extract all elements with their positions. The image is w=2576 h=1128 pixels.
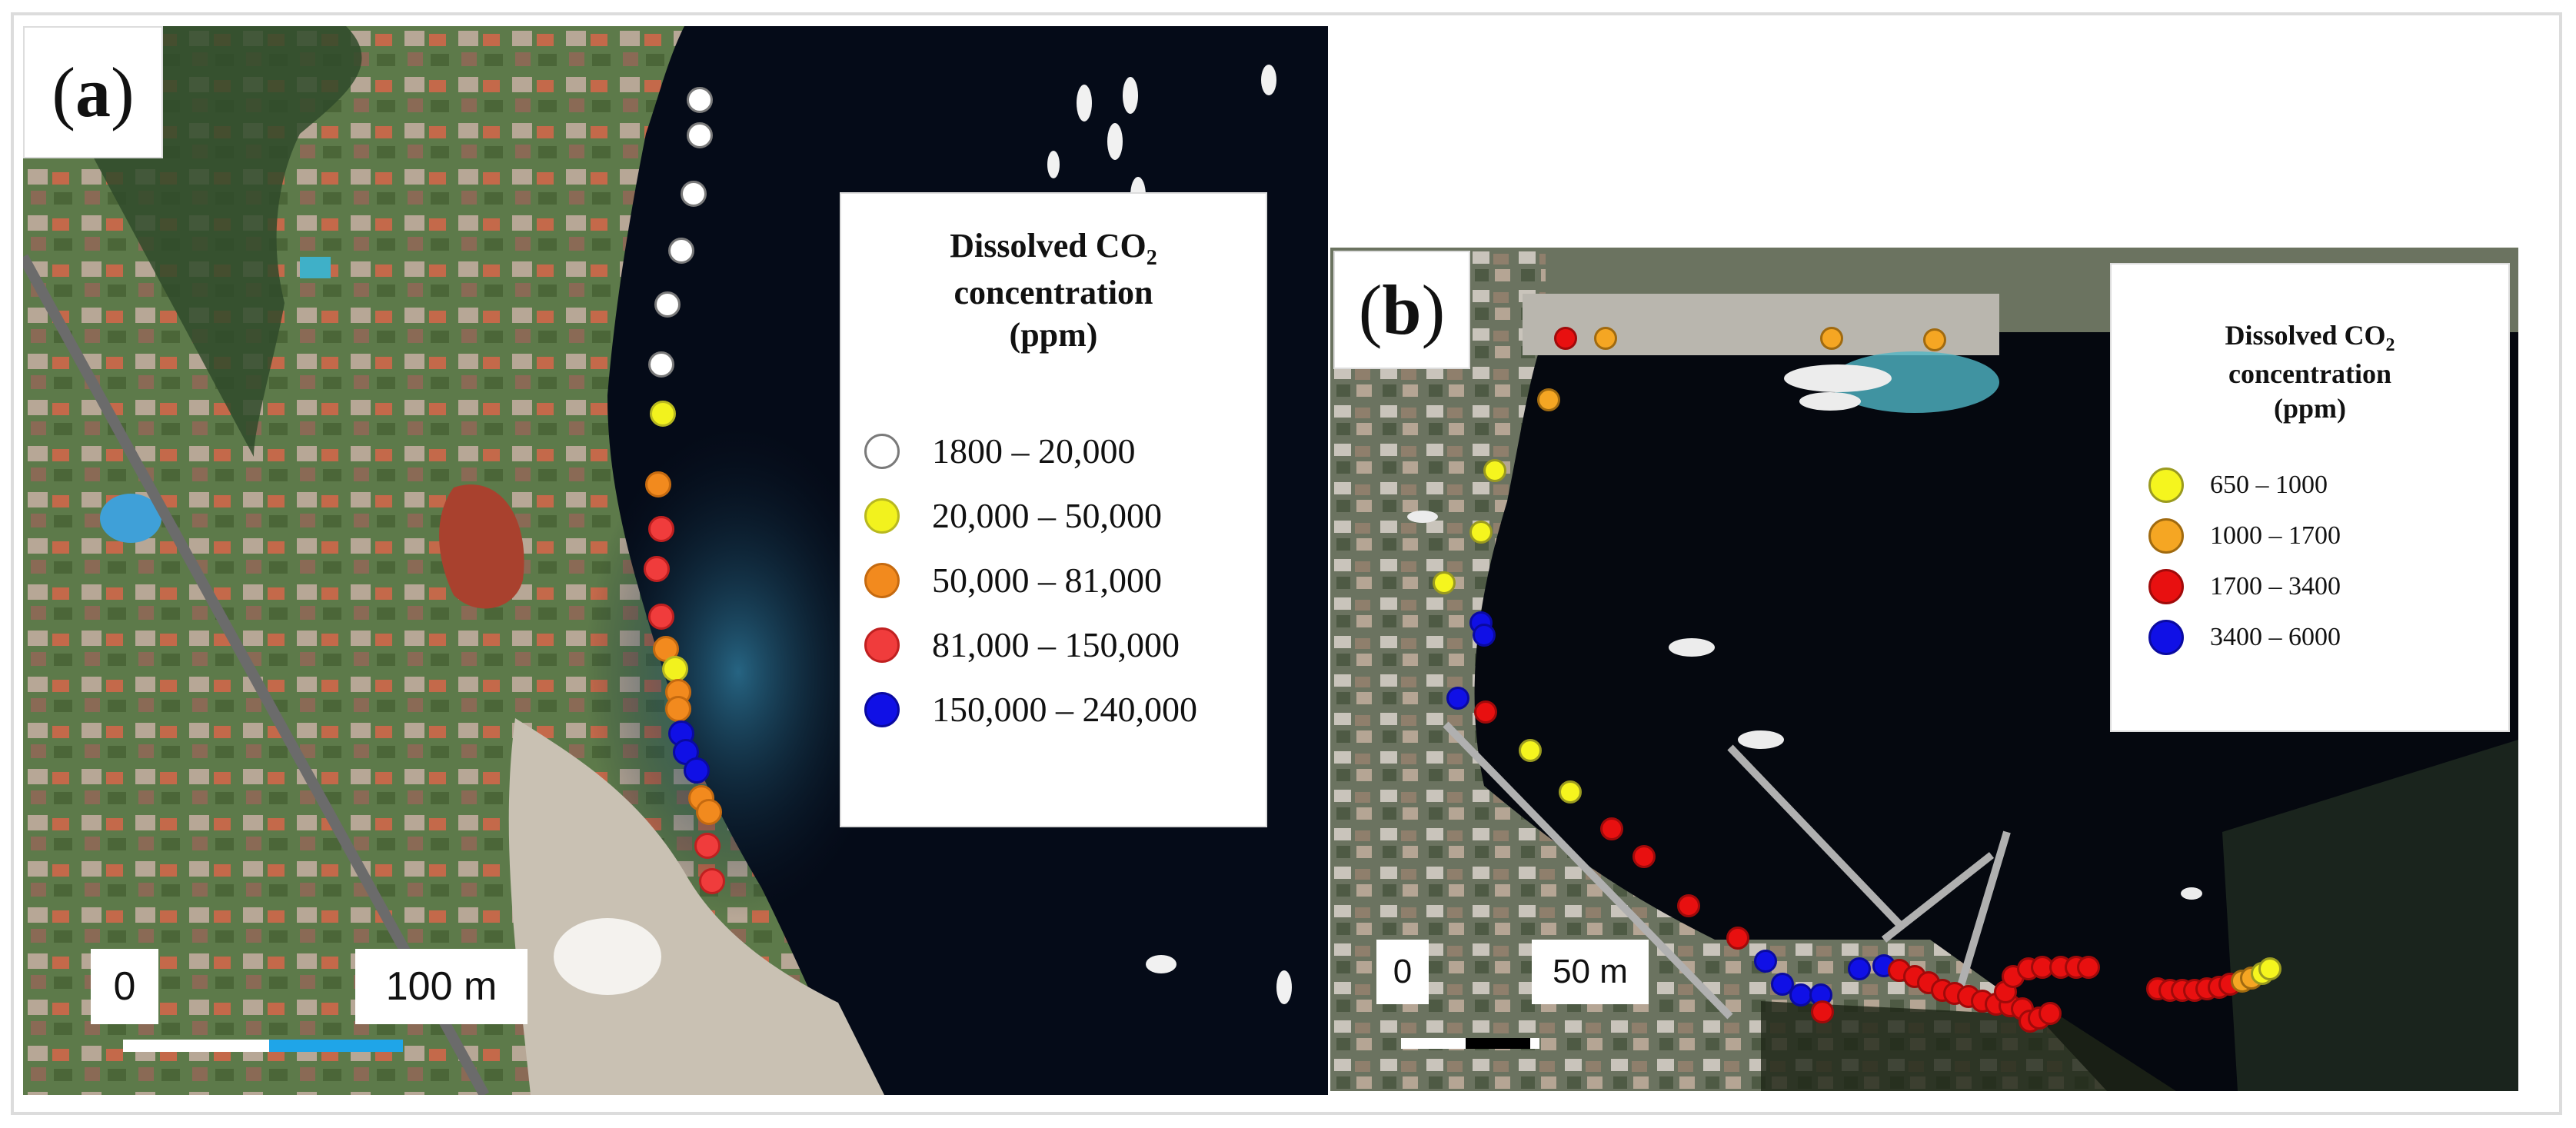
figure-frame (11, 12, 2562, 1115)
legend-a: Dissolved CO2 concentration (ppm) 1800 –… (840, 192, 1267, 827)
a-sample-point (665, 696, 691, 722)
b-sample-point (1537, 388, 1560, 411)
b-legend-item: 3400 – 6000 (2148, 620, 2341, 655)
a-sample-point (694, 833, 721, 859)
a-sample-point (648, 351, 674, 378)
b-sample-point (1446, 687, 1469, 710)
b-sample-point (1483, 459, 1506, 482)
b-sample-point (1594, 327, 1617, 350)
b-sample-point (2258, 957, 2281, 980)
b-legend-label: 3400 – 6000 (2210, 623, 2341, 651)
red-sediment (439, 484, 524, 609)
map-panel-a[interactable]: (a) Dissolved CO2 concentration (ppm) 18… (23, 26, 1328, 1095)
a-legend-item: 81,000 – 150,000 (864, 624, 1180, 665)
b-legend-swatch (2148, 620, 2184, 655)
map-panel-b[interactable]: (b) Dissolved CO2 concentration (ppm) 65… (1330, 248, 2518, 1091)
b-legend-label: 650 – 1000 (2210, 471, 2328, 499)
a-sample-point (648, 604, 674, 630)
b-sample-point (1559, 780, 1582, 804)
a-legend-item: 150,000 – 240,000 (864, 689, 1197, 730)
b-sample-point (1519, 739, 1542, 762)
a-legend-label: 81,000 – 150,000 (932, 625, 1180, 664)
b-sample-point (1923, 328, 1946, 351)
quarry (554, 918, 661, 995)
a-sample-point (687, 87, 713, 113)
co2-plume (584, 426, 892, 918)
b-legend-swatch (2148, 468, 2184, 503)
b-sample-point (1600, 817, 1623, 840)
a-legend-swatch (864, 562, 900, 598)
b-legend-label: 1700 – 3400 (2210, 572, 2341, 601)
a-legend-item: 50,000 – 81,000 (864, 560, 1162, 601)
a-sample-point (644, 556, 670, 582)
b-sample-point (1820, 327, 1843, 350)
a-sample-point (654, 291, 681, 318)
a-legend-label: 1800 – 20,000 (932, 431, 1136, 471)
b-sample-point (1469, 521, 1493, 544)
scale-bar-white-b (1401, 1038, 1466, 1049)
pool-1 (100, 494, 161, 543)
panel-label-a: (a) (23, 26, 163, 158)
scale-distance-a: 100 m (355, 949, 528, 1024)
a-sample-point (668, 238, 694, 264)
a-legend-label: 20,000 – 50,000 (932, 496, 1162, 535)
a-legend-swatch (864, 691, 900, 727)
a-legend-label: 150,000 – 240,000 (932, 690, 1197, 729)
legend-b-title: Dissolved CO2 concentration (ppm) (2225, 320, 2395, 424)
b-legend-item: 1000 – 1700 (2148, 518, 2341, 554)
legend-b: Dissolved CO2 concentration (ppm) 650 – … (2110, 263, 2510, 732)
a-sample-point (687, 122, 713, 148)
scale-bar-blue-a (269, 1040, 403, 1052)
scale-zero-a: 0 (91, 949, 158, 1024)
b-sample-point (1433, 571, 1456, 594)
scale-bar-black-b (1466, 1038, 1530, 1049)
b-sample-point (1789, 983, 1812, 1007)
a-sample-point (645, 471, 671, 497)
a-sample-point (699, 868, 725, 894)
a-legend-item: 20,000 – 50,000 (864, 495, 1162, 536)
legend-a-title: Dissolved CO2 concentration (ppm) (950, 227, 1157, 354)
a-sample-point (653, 636, 679, 662)
scale-zero-b: 0 (1376, 940, 1429, 1004)
b-sample-point (1554, 327, 1577, 350)
boats-b (1407, 364, 2202, 900)
east-hill (2222, 740, 2518, 1091)
b-sample-point (2077, 956, 2100, 979)
b-legend-swatch (2148, 518, 2184, 554)
a-sample-point (684, 757, 710, 784)
b-sample-point (1632, 845, 1656, 868)
a-sample-point (662, 656, 688, 682)
b-sample-point (1473, 624, 1496, 647)
b-sample-point (1677, 894, 1700, 917)
a-legend-swatch (864, 497, 900, 534)
pool-2 (300, 257, 331, 278)
a-sample-point (681, 181, 707, 207)
b-legend-item: 650 – 1000 (2148, 468, 2328, 503)
a-sample-point (696, 799, 722, 825)
b-sample-point (2039, 1002, 2062, 1025)
a-legend-swatch (864, 433, 900, 469)
a-legend-label: 50,000 – 81,000 (932, 561, 1162, 600)
a-sample-point (648, 516, 674, 542)
b-legend-item: 1700 – 3400 (2148, 569, 2341, 604)
b-sample-point (1848, 957, 1871, 980)
boat-wake (1830, 351, 1999, 413)
a-legend-item: 1800 – 20,000 (864, 431, 1136, 471)
a-sample-point (650, 401, 676, 427)
boats-a (1047, 65, 1292, 1004)
b-sample-point (1754, 950, 1777, 973)
b-sample-point (1474, 700, 1497, 724)
b-legend-label: 1000 – 1700 (2210, 521, 2341, 550)
scale-distance-b: 50 m (1532, 940, 1649, 1004)
headland (508, 718, 884, 1095)
b-sample-point (1811, 1000, 1834, 1023)
b-legend-swatch (2148, 569, 2184, 604)
panel-label-b: (b) (1333, 251, 1470, 369)
a-legend-swatch (864, 627, 900, 663)
scale-bar-white-a (123, 1040, 269, 1052)
marina-jetties (1443, 721, 2011, 1020)
b-sample-point (1726, 927, 1749, 950)
